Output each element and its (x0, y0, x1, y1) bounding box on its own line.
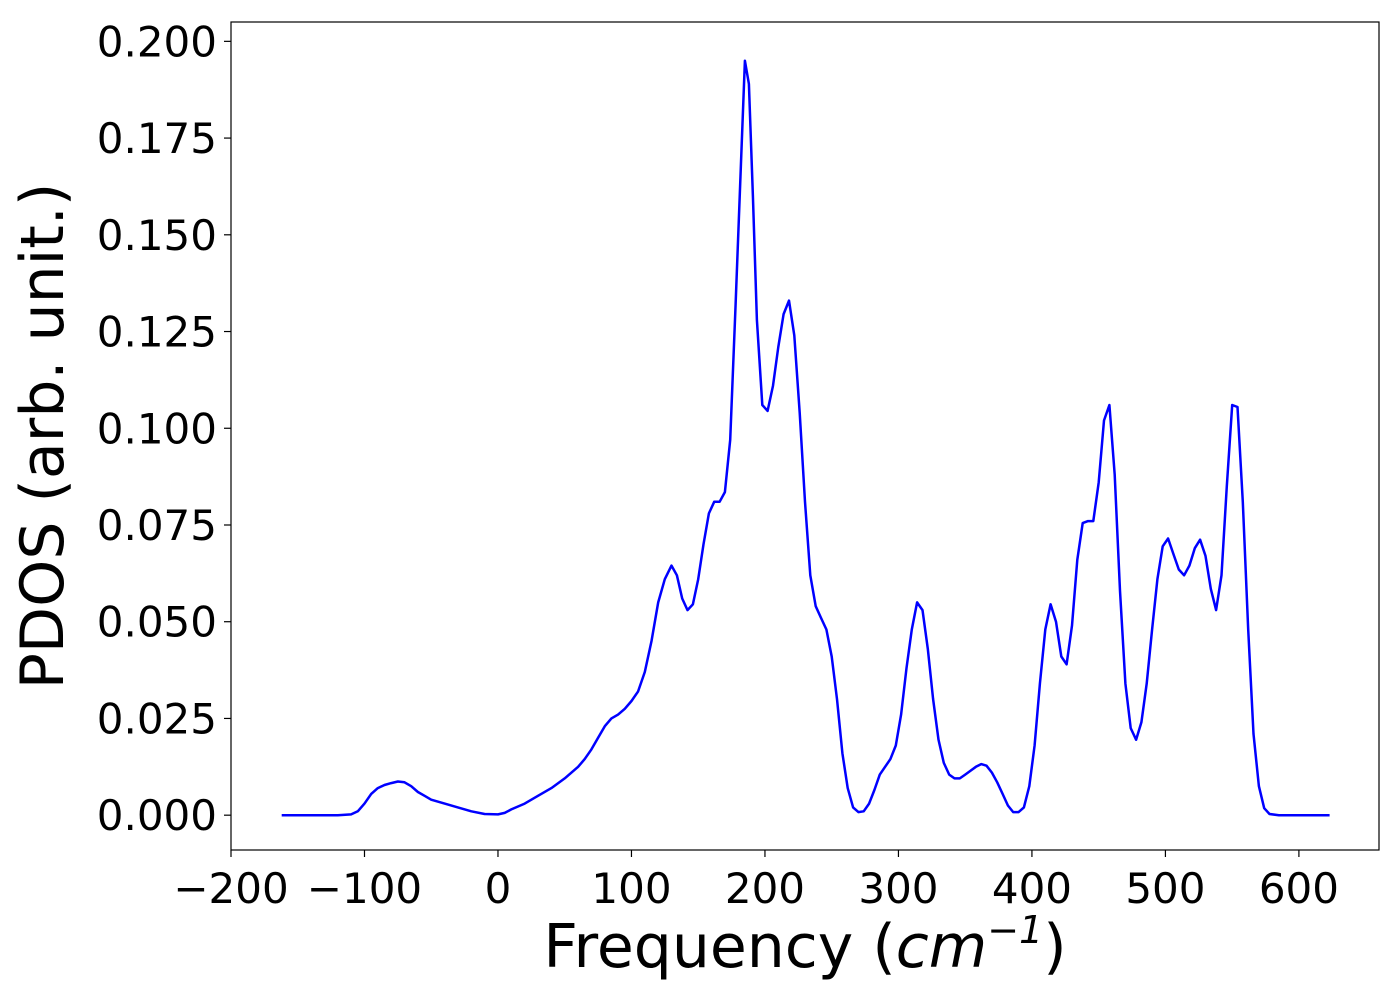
x-axis-label-unit-base: cm (896, 912, 987, 982)
y-tick-label: 0.200 (97, 17, 217, 66)
x-tick-label: −100 (307, 864, 422, 913)
x-axis-label: Frequency (cm−1) (543, 908, 1066, 982)
x-tick-label: 100 (591, 864, 671, 913)
x-axis-ticks: −200 −100 0 100 200 300 400 500 600 (173, 850, 1339, 913)
x-tick-label: 300 (858, 864, 938, 913)
plot-area-border (230, 21, 1380, 851)
y-tick-label: 0.000 (97, 791, 217, 840)
y-tick-label: 0.175 (97, 114, 217, 163)
x-axis-label-main: Frequency ( (543, 912, 895, 982)
x-tick-label: 400 (992, 864, 1072, 913)
y-axis-label: PDOS (arb. unit.) (8, 183, 78, 690)
x-tick-label: 0 (485, 864, 512, 913)
y-tick-label: 0.100 (97, 404, 217, 453)
y-axis-ticks: 0.000 0.025 0.050 0.075 0.100 0.125 0.150 0.175… (97, 17, 231, 840)
x-tick-label: 500 (1125, 864, 1205, 913)
x-tick-label: 600 (1259, 864, 1339, 913)
y-tick-label: 0.025 (97, 694, 217, 743)
x-tick-label: −200 (173, 864, 288, 913)
pdos-series-line (281, 59, 1330, 817)
x-axis-label-unit-exp: −1 (987, 908, 1043, 952)
x-tick-label: 200 (725, 864, 805, 913)
y-tick-label: 0.125 (97, 308, 217, 357)
x-axis-label-close: ) (1043, 912, 1066, 982)
y-tick-label: 0.150 (97, 211, 217, 260)
y-tick-label: 0.050 (97, 598, 217, 647)
series-layer (281, 59, 1330, 817)
y-tick-label: 0.075 (97, 501, 217, 550)
